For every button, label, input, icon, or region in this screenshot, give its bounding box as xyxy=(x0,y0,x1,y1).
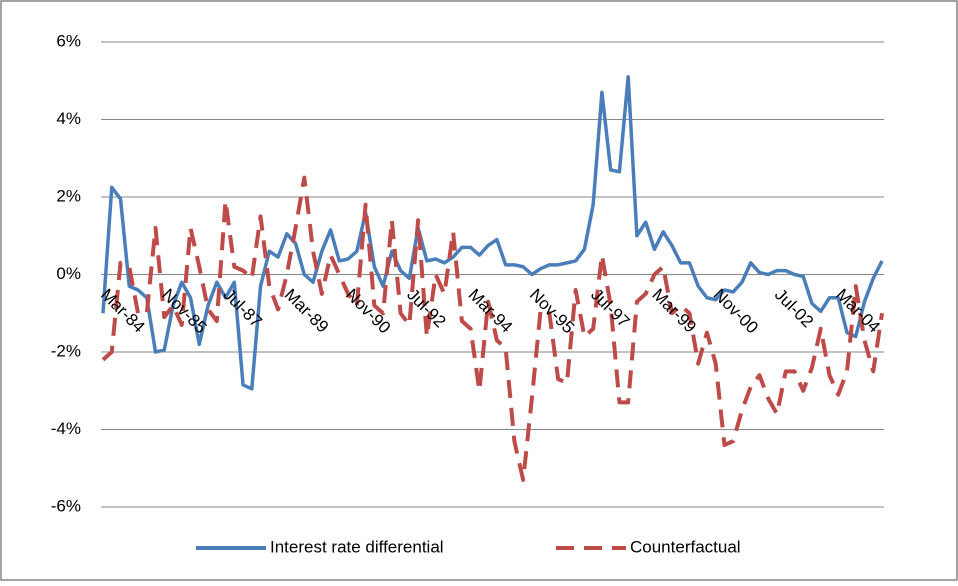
y-tick-label: 4% xyxy=(56,109,81,128)
series-line xyxy=(101,75,884,391)
y-tick-label: -2% xyxy=(51,341,81,360)
y-tick-label: -6% xyxy=(51,496,81,515)
y-tick-label: -4% xyxy=(51,419,81,438)
legend-label: Counterfactual xyxy=(630,537,741,556)
y-tick-label: 6% xyxy=(56,31,81,50)
y-tick-label: 0% xyxy=(56,264,81,283)
y-tick-label: 2% xyxy=(56,186,81,205)
legend-label: Interest rate differential xyxy=(270,537,444,556)
